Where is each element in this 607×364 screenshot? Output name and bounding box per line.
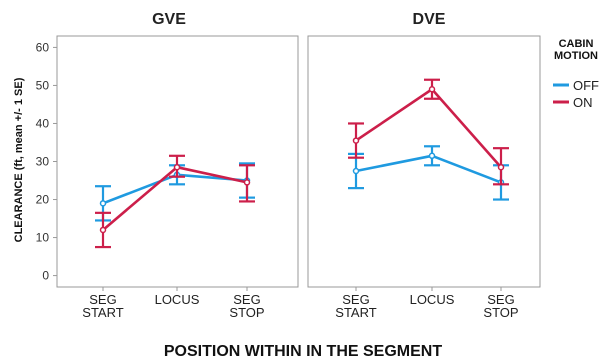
y-tick-label: 60 <box>36 40 50 54</box>
data-point-on <box>354 138 359 143</box>
x-tick-label: SEG START <box>335 292 376 320</box>
data-point-on <box>499 165 504 170</box>
y-tick-label: 50 <box>36 78 50 92</box>
data-point-on <box>175 165 180 170</box>
legend-label-off: OFF <box>573 78 599 93</box>
data-point-off <box>354 169 359 174</box>
x-tick-label: SEG START <box>82 292 123 320</box>
data-point-off <box>101 201 106 206</box>
panel-title-dve: DVE <box>413 11 446 28</box>
legend-title: CABIN MOTION <box>554 38 598 62</box>
x-tick-label: SEG STOP <box>483 292 518 320</box>
panel-title-gve: GVE <box>152 11 186 28</box>
panel-frame-1 <box>308 36 540 287</box>
y-tick-label: 40 <box>36 116 50 130</box>
y-tick-label: 20 <box>36 193 50 207</box>
y-tick-label: 30 <box>36 155 50 169</box>
x-tick-label: LOCUS <box>155 292 200 307</box>
y-tick-label: 0 <box>42 269 49 283</box>
x-tick-label: SEG STOP <box>229 292 264 320</box>
data-point-on <box>430 87 435 92</box>
series-line-off <box>356 156 501 183</box>
y-axis-label: CLEARANCE (ft, mean +/- 1 SE) <box>13 77 25 242</box>
legend-label-on: ON <box>573 95 593 110</box>
data-point-off <box>430 153 435 158</box>
x-tick-label: LOCUS <box>410 292 455 307</box>
y-tick-label: 10 <box>36 231 50 245</box>
x-axis-label: POSITION WITHIN IN THE SEGMENT <box>164 343 442 360</box>
data-point-on <box>245 180 250 185</box>
data-point-on <box>101 227 106 232</box>
series-line-off <box>103 175 247 204</box>
